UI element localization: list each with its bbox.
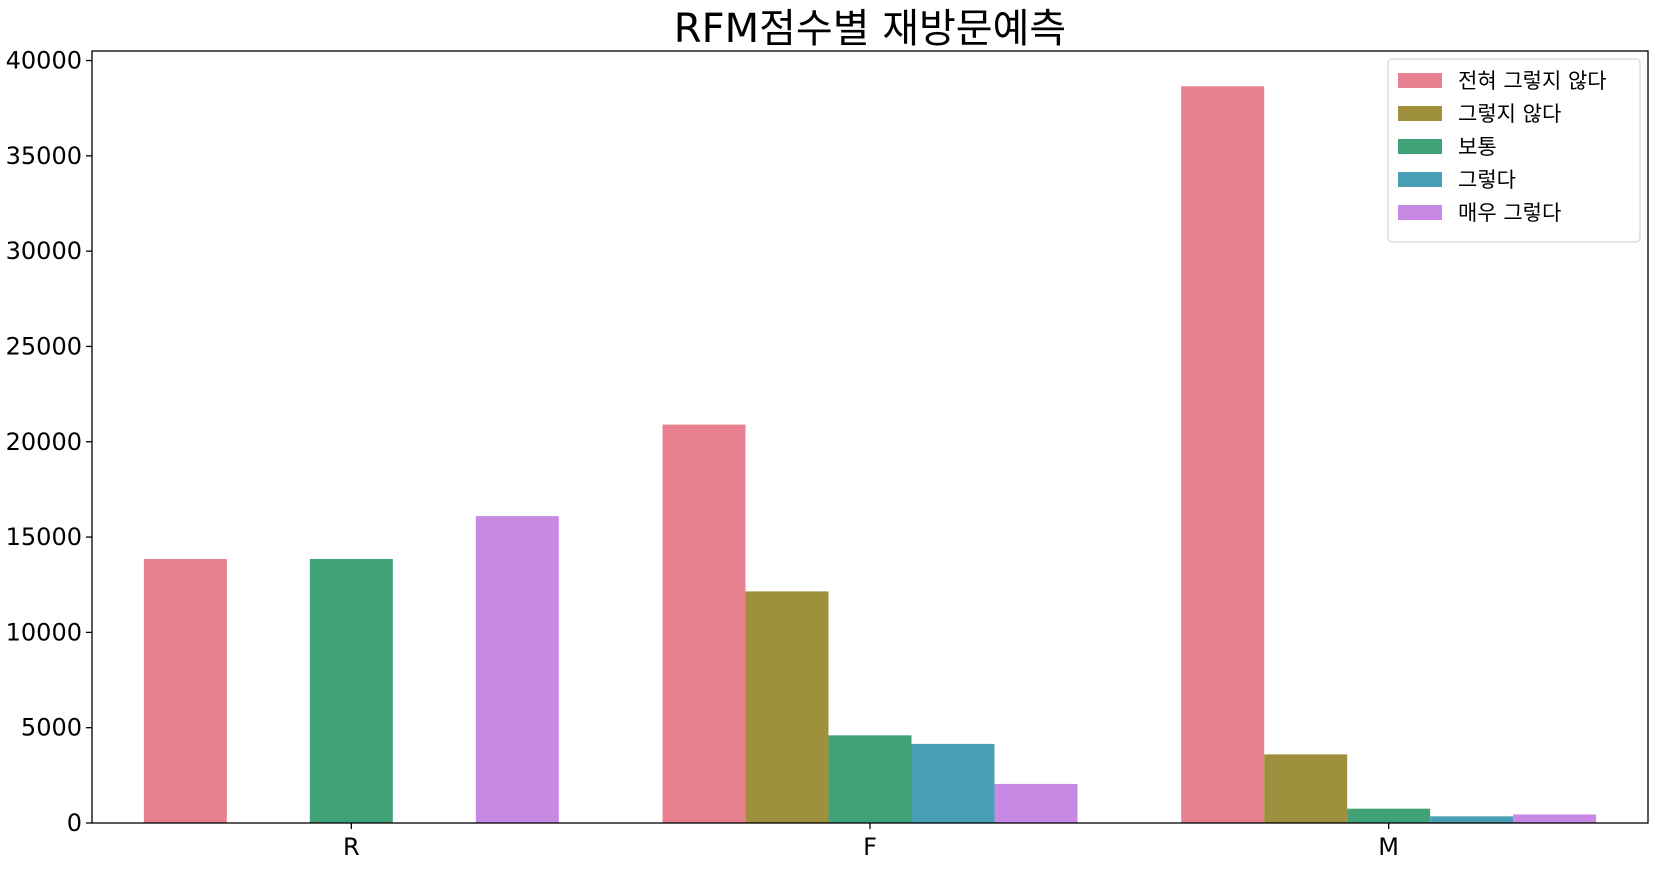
x-tick-label: R	[343, 833, 360, 861]
bar-R-0	[143, 558, 227, 823]
legend-swatch	[1398, 106, 1442, 121]
bar-F-0	[662, 424, 746, 823]
legend-frame	[1387, 58, 1641, 243]
x-tick-label: M	[1378, 833, 1399, 861]
y-tick-label: 35000	[6, 142, 82, 170]
y-axis: 0 5000 10000 15000 20000 25000 30000 35000 40000	[6, 47, 92, 837]
bar-M-1	[1264, 754, 1348, 823]
bar-R-4	[475, 516, 559, 823]
y-tick-label: 5000	[21, 714, 82, 742]
bar-F-3	[911, 743, 995, 823]
x-tick-label: F	[863, 833, 877, 861]
bar-M-3	[1430, 816, 1514, 823]
y-tick-label: 15000	[6, 523, 82, 551]
legend-swatch	[1398, 139, 1442, 154]
y-tick-label: 10000	[6, 618, 82, 646]
chart-title: RFM점수별 재방문예측	[674, 6, 1066, 52]
bar-M-4	[1513, 814, 1597, 823]
y-tick-label: 20000	[6, 428, 82, 456]
bar-F-2	[828, 735, 912, 823]
bars-group	[143, 86, 1597, 823]
y-tick-label: 40000	[6, 47, 82, 75]
bar-R-2	[309, 558, 393, 823]
y-tick-label: 30000	[6, 237, 82, 265]
legend-swatch	[1398, 172, 1442, 187]
legend-label: 보통	[1458, 135, 1497, 159]
legend-label: 그렇지 않다	[1458, 102, 1561, 126]
legend-label: 그렇다	[1458, 168, 1516, 192]
legend-label: 매우 그렇다	[1458, 201, 1561, 225]
bar-F-1	[745, 591, 829, 823]
legend-swatch	[1398, 73, 1442, 88]
legend-label: 전혀 그렇지 않다	[1458, 69, 1607, 93]
bar-F-4	[994, 783, 1078, 823]
bar-M-0	[1181, 86, 1265, 823]
bar-M-2	[1347, 808, 1431, 823]
y-tick-label: 25000	[6, 332, 82, 360]
y-tick-label: 0	[67, 809, 82, 837]
legend-swatch	[1398, 205, 1442, 220]
